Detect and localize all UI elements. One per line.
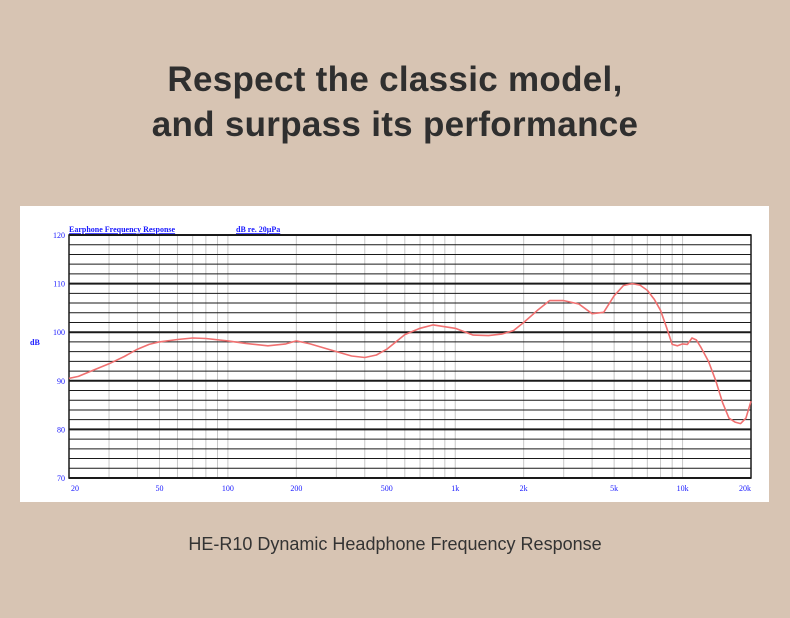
response-curve bbox=[68, 282, 752, 425]
chart-caption: HE-R10 Dynamic Headphone Frequency Respo… bbox=[188, 534, 602, 554]
svg-text:dB: dB bbox=[30, 338, 40, 347]
svg-text:100: 100 bbox=[222, 484, 234, 493]
svg-text:Earphone Frequency Response: Earphone Frequency Response bbox=[69, 225, 176, 234]
svg-text:2k: 2k bbox=[520, 484, 528, 493]
svg-text:1k: 1k bbox=[451, 484, 459, 493]
svg-text:120: 120 bbox=[53, 231, 65, 240]
axis-labels: Earphone Frequency Response dB re. 20µPa 1… bbox=[30, 225, 751, 493]
svg-text:110: 110 bbox=[53, 280, 65, 289]
headline: Respect the classic model, and surpass i… bbox=[0, 57, 790, 147]
chart-panel: Earphone Frequency Response dB re. 20µPa 1… bbox=[20, 206, 769, 502]
svg-text:dB re. 20µPa: dB re. 20µPa bbox=[236, 225, 280, 234]
svg-text:20k: 20k bbox=[739, 484, 751, 493]
svg-text:200: 200 bbox=[290, 484, 302, 493]
svg-text:70: 70 bbox=[57, 474, 65, 483]
svg-text:90: 90 bbox=[57, 377, 65, 386]
svg-text:50: 50 bbox=[155, 484, 163, 493]
svg-text:5k: 5k bbox=[610, 484, 618, 493]
grid-minor bbox=[108, 235, 684, 478]
svg-text:20: 20 bbox=[71, 484, 79, 493]
svg-text:500: 500 bbox=[381, 484, 393, 493]
svg-text:10k: 10k bbox=[677, 484, 689, 493]
headline-line-2: and surpass its performance bbox=[151, 105, 639, 144]
grid-major bbox=[68, 234, 752, 479]
svg-text:80: 80 bbox=[57, 425, 65, 434]
frequency-response-chart: Earphone Frequency Response dB re. 20µPa 1… bbox=[30, 225, 752, 493]
headline-line-1: Respect the classic model, bbox=[167, 60, 623, 99]
svg-text:100: 100 bbox=[53, 328, 65, 337]
